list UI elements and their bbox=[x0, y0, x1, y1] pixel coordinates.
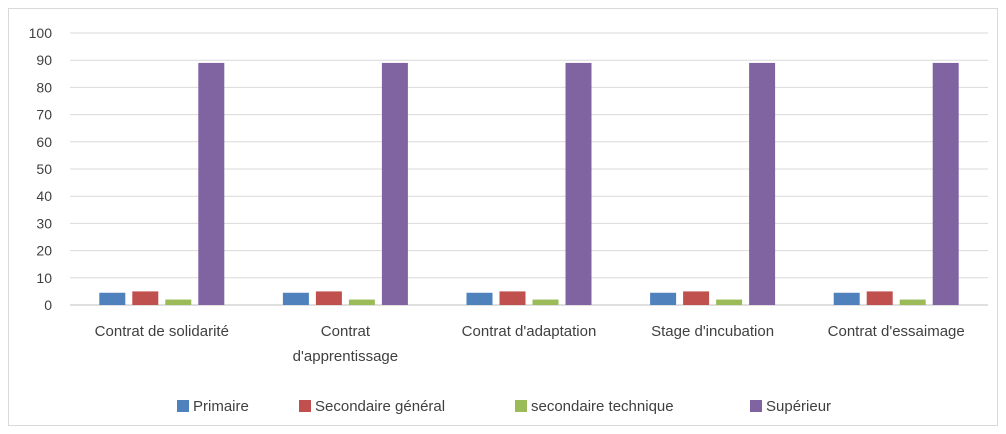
x-category-label: Stage d'incubation bbox=[651, 323, 774, 340]
bar-primaire-3 bbox=[650, 292, 677, 305]
legend-swatch bbox=[299, 400, 311, 412]
legend-label: secondaire technique bbox=[531, 398, 674, 415]
legend-label: Secondaire général bbox=[315, 398, 445, 415]
x-category-label: Contrat d'adaptation bbox=[462, 323, 597, 340]
y-tick-label: 80 bbox=[36, 79, 52, 95]
legend: Primaire Secondaire général secondaire tec… bbox=[177, 398, 831, 415]
y-tick-label: 10 bbox=[36, 270, 52, 286]
y-tick-label: 50 bbox=[36, 161, 52, 177]
y-tick-label: 60 bbox=[36, 134, 52, 150]
y-tick-label: 0 bbox=[44, 297, 52, 313]
y-tick-label: 30 bbox=[36, 215, 52, 231]
bar-secondaire-g-n-ral-0 bbox=[132, 291, 159, 305]
bar-secondaire-g-n-ral-2 bbox=[499, 291, 526, 305]
y-axis-ticks: 0 10 20 30 40 50 60 70 80 90 100 bbox=[29, 25, 53, 313]
legend-swatch bbox=[515, 400, 527, 412]
bar-primaire-0 bbox=[99, 292, 126, 305]
bar-sup-rieur-1 bbox=[381, 62, 408, 305]
bar-sup-rieur-2 bbox=[565, 62, 592, 305]
legend-swatch bbox=[750, 400, 762, 412]
bar-sup-rieur-4 bbox=[932, 62, 959, 305]
bar-primaire-4 bbox=[833, 292, 860, 305]
bar-primaire-1 bbox=[282, 292, 309, 305]
y-tick-label: 20 bbox=[36, 243, 52, 259]
bar-secondaire-technique-3 bbox=[716, 299, 743, 305]
bar-sup-rieur-3 bbox=[749, 62, 776, 305]
x-category-label: Contrat de solidarité bbox=[95, 323, 229, 340]
legend-label: Supérieur bbox=[766, 398, 831, 415]
legend-swatch bbox=[177, 400, 189, 412]
y-tick-label: 100 bbox=[29, 25, 53, 41]
bar-secondaire-technique-2 bbox=[532, 299, 559, 305]
x-category-label: Contrat d'apprentissage bbox=[293, 323, 398, 365]
bar-sup-rieur-0 bbox=[198, 62, 225, 305]
legend-label: Primaire bbox=[193, 398, 249, 415]
bar-secondaire-g-n-ral-4 bbox=[866, 291, 893, 305]
y-tick-label: 70 bbox=[36, 107, 52, 123]
x-axis-categories: Contrat de solidarité Contrat d'apprentiss… bbox=[95, 323, 965, 365]
x-category-label: Contrat d'essaimage bbox=[828, 323, 965, 340]
y-tick-label: 90 bbox=[36, 52, 52, 68]
bar-primaire-2 bbox=[466, 292, 493, 305]
bar-secondaire-g-n-ral-3 bbox=[683, 291, 710, 305]
bar-secondaire-g-n-ral-1 bbox=[315, 291, 342, 305]
y-tick-label: 40 bbox=[36, 188, 52, 204]
chart-frame bbox=[8, 8, 998, 426]
bar-secondaire-technique-4 bbox=[899, 299, 926, 305]
bars bbox=[99, 62, 959, 305]
bar-secondaire-technique-1 bbox=[348, 299, 375, 305]
bar-secondaire-technique-0 bbox=[165, 299, 192, 305]
